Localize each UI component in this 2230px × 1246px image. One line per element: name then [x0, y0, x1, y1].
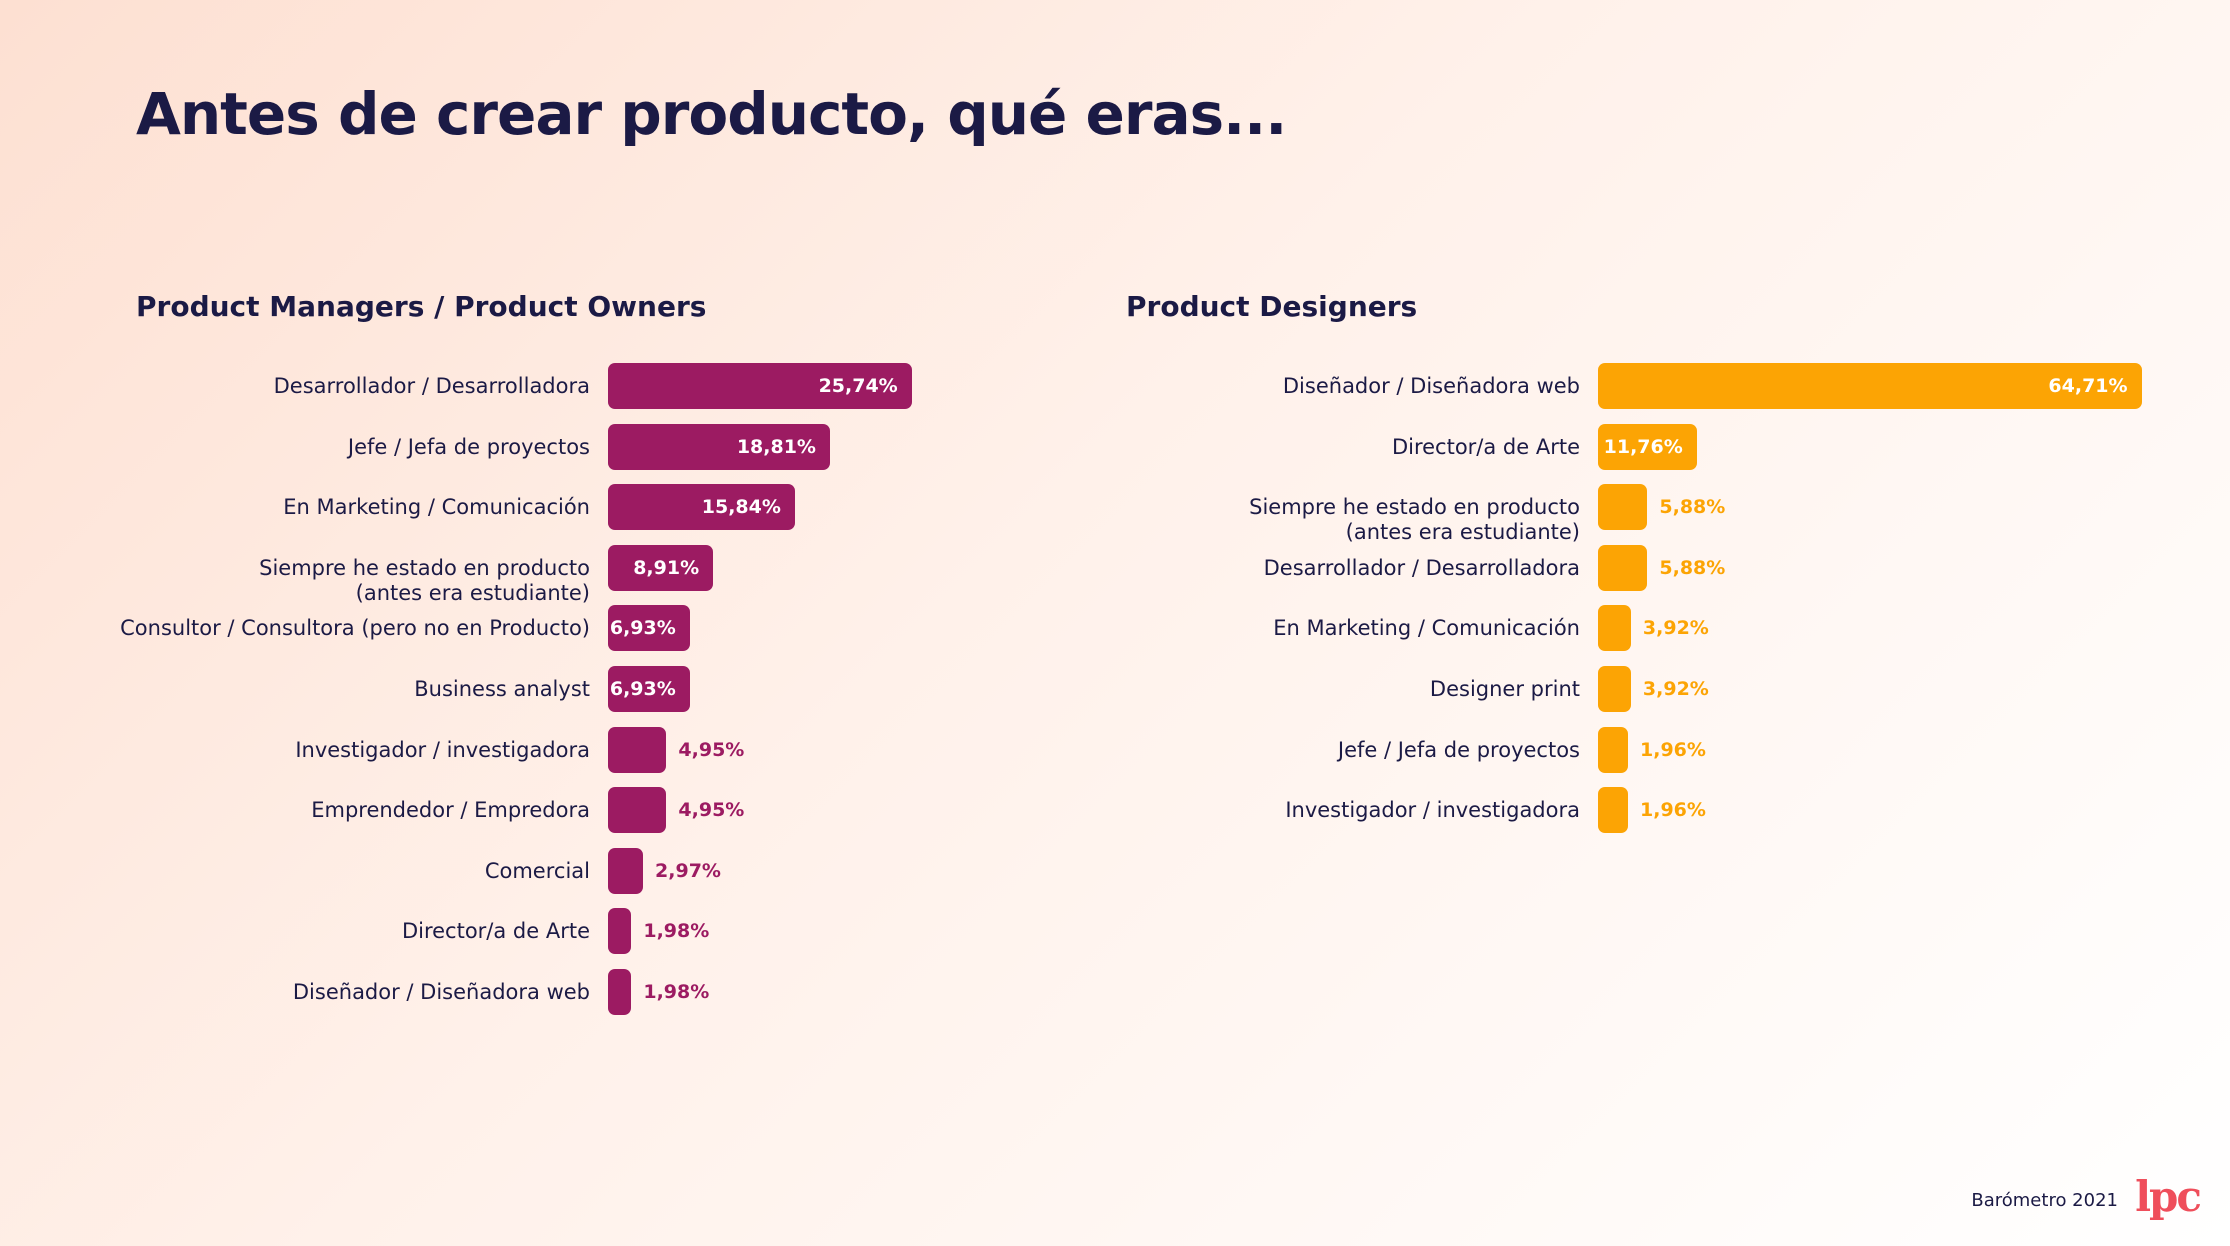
pd-label-5: Designer print: [1429, 677, 1580, 701]
pm-bar-9: [608, 908, 632, 955]
pm-value-label-4: 6,93%: [609, 617, 676, 640]
pd-label-3: Desarrollador / Desarrolladora: [1263, 555, 1580, 580]
pd-label-1: Director/a de Arte: [1391, 434, 1580, 459]
pd-bar-6: [1598, 726, 1628, 773]
pd-value-label-7: 1,96%: [1640, 799, 1706, 822]
pm-value-label-5: 6,93%: [609, 678, 676, 700]
pm-bar-6: [608, 726, 667, 773]
pm-label-4: Consultor / Consultora (pero no en Produ…: [120, 616, 590, 641]
pd-value-label-2: 5,88%: [1659, 496, 1726, 519]
pd-label-4: En Marketing / Comunicación: [1273, 616, 1580, 641]
pm-bar-5: [608, 666, 690, 712]
chart-title-product-managers: Product Managers / Product Owners: [136, 290, 707, 323]
pd-value-label-0: 64,71%: [2048, 375, 2128, 397]
pm-label-3: Siempre he estado en producto (antes era…: [259, 555, 590, 605]
pm-value-label-10: 1,98%: [643, 981, 710, 1003]
pd-label-6: Jefe / Jefa de proyectos: [1337, 737, 1580, 762]
pm-bar-0: [608, 363, 912, 409]
footer-text: Barómetro 2021: [1971, 1190, 2118, 1211]
pd-value-label-6: 1,96%: [1640, 738, 1706, 761]
chart-title-product-designers: Product Designers: [1126, 290, 1418, 323]
pm-value-label-8: 2,97%: [655, 859, 721, 882]
pd-bar-7: [1598, 787, 1628, 834]
pm-label-2: En Marketing / Comunicación: [283, 495, 590, 520]
pm-value-label-3: 8,91%: [633, 556, 700, 579]
brand-logo: lpc: [2135, 1172, 2202, 1221]
pm-label-10: Diseñador / Diseñadora web: [292, 980, 590, 1004]
pd-bar-4: [1598, 605, 1631, 652]
pm-value-label-6: 4,95%: [678, 738, 745, 761]
pm-value-label-0: 25,74%: [818, 375, 898, 397]
pm-value-label-9: 1,98%: [643, 920, 710, 943]
pd-label-2: Siempre he estado en producto (antes era…: [1249, 495, 1580, 545]
pd-bar-1: [1598, 423, 1697, 470]
pd-label-0: Diseñador / Diseñadora web: [1282, 374, 1580, 398]
pd-value-label-4: 3,92%: [1642, 617, 1709, 640]
pm-bar-2: [608, 484, 795, 531]
pd-bar-5: [1598, 666, 1631, 712]
pd-bar-0: [1598, 363, 2142, 409]
pm-label-1: Jefe / Jefa de proyectos: [347, 434, 590, 459]
pd-value-label-5: 3,92%: [1642, 678, 1709, 700]
pd-label-7: Investigador / investigadora: [1285, 798, 1580, 823]
pd-value-label-1: 11,76%: [1603, 435, 1683, 458]
pm-value-label-7: 4,95%: [678, 799, 745, 822]
pm-label-8: Comercial: [484, 858, 590, 883]
pd-bar-3: [1598, 544, 1648, 591]
pm-bar-1: [608, 423, 830, 470]
page-title: Antes de crear producto, qué eras...: [136, 80, 1287, 148]
pm-value-label-2: 15,84%: [701, 496, 781, 519]
pm-bar-7: [608, 787, 667, 834]
pm-label-7: Emprendedor / Empredora: [311, 798, 590, 823]
pd-bar-2: [1598, 484, 1648, 531]
pm-bar-8: [608, 847, 644, 894]
pm-bar-3: [608, 544, 714, 591]
pm-value-label-1: 18,81%: [736, 435, 816, 458]
pd-value-label-3: 5,88%: [1659, 556, 1726, 579]
pm-bar-10: [608, 969, 632, 1015]
pm-label-9: Director/a de Arte: [401, 919, 590, 944]
pm-label-0: Desarrollador / Desarrolladora: [273, 374, 590, 398]
pm-bar-4: [608, 605, 690, 652]
pm-label-5: Business analyst: [414, 677, 590, 701]
pm-label-6: Investigador / investigadora: [295, 737, 590, 762]
